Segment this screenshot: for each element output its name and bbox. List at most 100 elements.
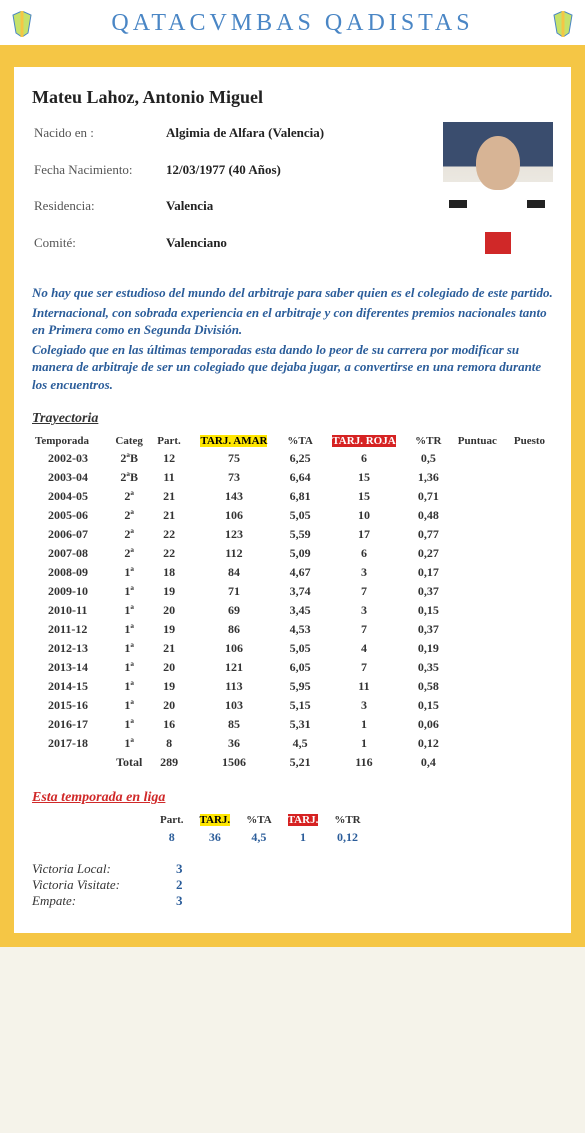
trajectory-cell xyxy=(449,620,506,639)
trajectory-cell: 112 xyxy=(188,544,280,563)
sn-th-ptr: %TR xyxy=(326,812,368,828)
trajectory-cell: 6 xyxy=(320,449,408,468)
th-puntuac: Puntuac xyxy=(449,433,506,449)
trajectory-cell: 0,12 xyxy=(408,734,449,753)
trajectory-cell: 7 xyxy=(320,658,408,677)
trajectory-cell: 2014-15 xyxy=(32,677,108,696)
trajectory-cell: 73 xyxy=(188,468,280,487)
trajectory-cell xyxy=(449,487,506,506)
trajectory-row: 2008-091ª18844,6730,17 xyxy=(32,563,553,582)
trajectory-cell: 6,81 xyxy=(280,487,320,506)
trajectory-cell: 5,59 xyxy=(280,525,320,544)
trajectory-cell: 2007-08 xyxy=(32,544,108,563)
trajectory-cell: 5,05 xyxy=(280,639,320,658)
trajectory-cell xyxy=(449,582,506,601)
trajectory-row: 2012-131ª211065,0540,19 xyxy=(32,639,553,658)
total-roja: 116 xyxy=(320,753,408,772)
trajectory-cell: 84 xyxy=(188,563,280,582)
trajectory-cell: 143 xyxy=(188,487,280,506)
logo-left-icon xyxy=(12,11,32,37)
trajectory-row: 2007-082ª221125,0960,27 xyxy=(32,544,553,563)
profile-name: Mateu Lahoz, Antonio Miguel xyxy=(32,87,553,108)
trajectory-row: 2017-181ª8364,510,12 xyxy=(32,734,553,753)
trajectory-cell: 2ªB xyxy=(108,449,150,468)
result-label: Empate: xyxy=(32,893,164,909)
bio-label: Fecha Nacimiento: xyxy=(34,161,164,196)
trajectory-cell: 0,58 xyxy=(408,677,449,696)
trajectory-cell xyxy=(449,601,506,620)
trajectory-cell: 36 xyxy=(188,734,280,753)
trajectory-cell: 18 xyxy=(150,563,187,582)
trajectory-cell: 22 xyxy=(150,544,187,563)
trajectory-cell: 0,17 xyxy=(408,563,449,582)
description-paragraph: Colegiado que en las últimas temporadas … xyxy=(32,341,553,394)
trajectory-cell xyxy=(506,715,553,734)
trajectory-cell: 106 xyxy=(188,639,280,658)
trajectory-cell xyxy=(506,734,553,753)
trajectory-cell: 69 xyxy=(188,601,280,620)
trajectory-cell: 0,71 xyxy=(408,487,449,506)
th-tarj-amar: TARJ. AMAR xyxy=(188,433,280,449)
trajectory-cell: 0,35 xyxy=(408,658,449,677)
trajectory-row: 2006-072ª221235,59170,77 xyxy=(32,525,553,544)
trajectory-cell xyxy=(506,487,553,506)
result-row: Victoria Local: 3 xyxy=(32,861,553,877)
result-value: 2 xyxy=(164,877,183,893)
trajectory-cell: 2006-07 xyxy=(32,525,108,544)
trajectory-header-row: Temporada Categ Part. TARJ. AMAR %TA TAR… xyxy=(32,433,553,449)
trajectory-cell: 2011-12 xyxy=(32,620,108,639)
trajectory-cell xyxy=(506,506,553,525)
trajectory-cell xyxy=(449,525,506,544)
trajectory-cell: 123 xyxy=(188,525,280,544)
bio-label: Comité: xyxy=(34,234,164,269)
season-header-row: Part. TARJ. %TA TARJ. %TR xyxy=(32,812,369,828)
trajectory-cell: 5,95 xyxy=(280,677,320,696)
bio-row: Fecha Nacimiento: 12/03/1977 (40 Años) xyxy=(34,161,324,196)
trajectory-cell: 2015-16 xyxy=(32,696,108,715)
trajectory-cell: 12 xyxy=(150,449,187,468)
trajectory-cell: 2004-05 xyxy=(32,487,108,506)
trajectory-cell xyxy=(449,734,506,753)
trajectory-cell xyxy=(506,696,553,715)
trajectory-cell: 0,06 xyxy=(408,715,449,734)
trajectory-cell: 3 xyxy=(320,563,408,582)
trajectory-cell: 15 xyxy=(320,487,408,506)
trajectory-cell: 75 xyxy=(188,449,280,468)
season-table: Part. TARJ. %TA TARJ. %TR 8 36 4,5 1 0,1… xyxy=(32,812,369,847)
sn-th-amar: TARJ. xyxy=(192,812,239,828)
trajectory-cell: 2017-18 xyxy=(32,734,108,753)
site-header: QATACVMBAS QADISTAS xyxy=(0,0,585,45)
trajectory-cell: 113 xyxy=(188,677,280,696)
trajectory-cell: 0,37 xyxy=(408,582,449,601)
total-pta: 5,21 xyxy=(280,753,320,772)
trajectory-cell: 1ª xyxy=(108,563,150,582)
trajectory-row: 2005-062ª211065,05100,48 xyxy=(32,506,553,525)
result-value: 3 xyxy=(164,861,183,877)
trajectory-cell: 7 xyxy=(320,582,408,601)
trajectory-cell: 1ª xyxy=(108,639,150,658)
trajectory-cell: 0,77 xyxy=(408,525,449,544)
trajectory-cell: 0,5 xyxy=(408,449,449,468)
trajectory-cell: 6,05 xyxy=(280,658,320,677)
description-paragraph: Internacional, con sobrada experiencia e… xyxy=(32,304,553,339)
trajectory-cell: 1,36 xyxy=(408,468,449,487)
trajectory-row: 2003-042ªB11736,64151,36 xyxy=(32,468,553,487)
trajectory-cell xyxy=(449,715,506,734)
description-paragraph: No hay que ser estudioso del mundo del a… xyxy=(32,284,553,302)
trajectory-cell: 85 xyxy=(188,715,280,734)
bio-row: Nacido en : Algimia de Alfara (Valencia) xyxy=(34,124,324,159)
trajectory-cell: 0,37 xyxy=(408,620,449,639)
trajectory-cell: 0,15 xyxy=(408,601,449,620)
sn-roja: 1 xyxy=(280,828,327,847)
trajectory-cell: 1ª xyxy=(108,582,150,601)
trajectory-cell: 6 xyxy=(320,544,408,563)
trajectory-cell: 4,67 xyxy=(280,563,320,582)
trajectory-cell: 19 xyxy=(150,582,187,601)
trajectory-cell: 1ª xyxy=(108,677,150,696)
trajectory-cell: 16 xyxy=(150,715,187,734)
trajectory-cell: 21 xyxy=(150,639,187,658)
sn-th-part: Part. xyxy=(152,812,192,828)
season-data-row: 8 36 4,5 1 0,12 xyxy=(32,828,369,847)
total-amar: 1506 xyxy=(188,753,280,772)
bio-value: Valenciano xyxy=(166,234,324,269)
